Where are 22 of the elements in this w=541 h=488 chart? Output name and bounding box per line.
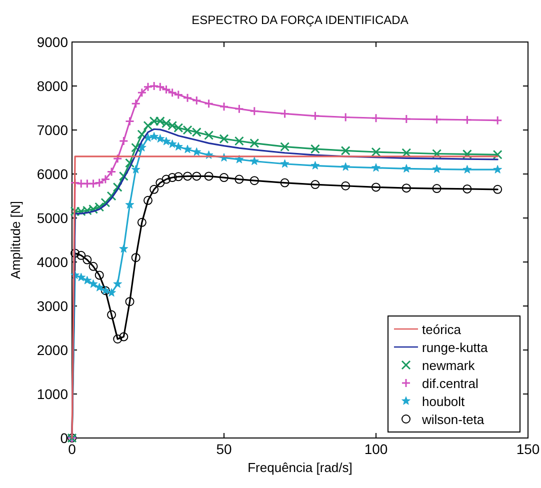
legend-label: wilson-teta (421, 412, 485, 427)
y-tick-label: 1000 (36, 386, 68, 402)
y-tick-label: 2000 (36, 342, 68, 358)
y-tick-label: 7000 (36, 122, 68, 138)
x-tick-label: 50 (216, 441, 232, 457)
y-tick-label: 8000 (36, 78, 68, 94)
legend-label: houbolt (422, 394, 466, 409)
legend-label: dif.central (422, 376, 478, 391)
y-tick-label: 4000 (36, 254, 68, 270)
y-tick-label: 3000 (36, 298, 68, 314)
x-axis-title: Frequência [rad/s] (248, 460, 352, 475)
y-axis-title: Amplitude [N] (8, 200, 23, 280)
chart-title: ESPECTRO DA FORÇA IDENTIFICADA (192, 13, 408, 27)
y-tick-label: 5000 (36, 210, 68, 226)
x-tick-label: 100 (364, 441, 388, 457)
y-tick-label: 9000 (36, 34, 68, 50)
legend-label: runge-kutta (422, 340, 489, 355)
y-tick-label: 0 (60, 430, 68, 446)
legend-label: teórica (422, 322, 462, 337)
x-tick-label: 150 (516, 441, 540, 457)
y-tick-label: 6000 (36, 166, 68, 182)
legend-label: newmark (422, 358, 476, 373)
